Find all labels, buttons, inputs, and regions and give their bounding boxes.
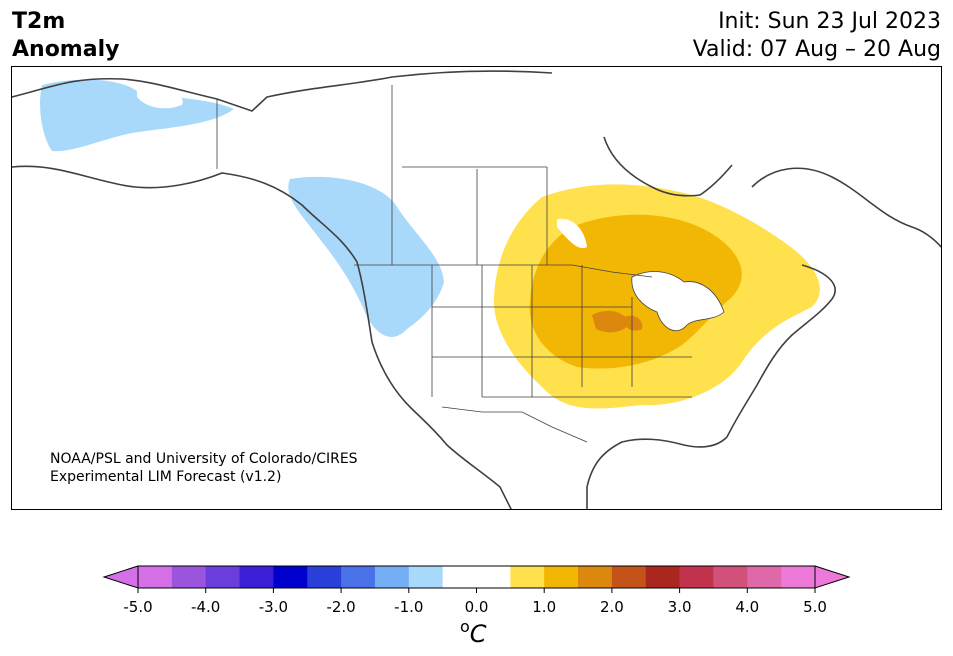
colorbar-min-extend <box>102 565 139 589</box>
atlantic-coast <box>726 264 836 438</box>
valid-period: Valid: 07 Aug – 20 Aug <box>692 37 941 62</box>
colorbar-tick-label: 0.0 <box>465 598 489 616</box>
colorbar-tick-label: -1.0 <box>394 598 423 616</box>
colorbar-tick-label: 1.0 <box>532 598 556 616</box>
colorbar-tick-label: -5.0 <box>123 598 152 616</box>
init-date: Init: Sun 23 Jul 2023 <box>718 9 941 34</box>
colorbar-bin <box>442 566 477 588</box>
manitoba-lake-hole <box>557 218 587 249</box>
us-canada-border <box>354 264 653 278</box>
colorbar-bin <box>544 566 579 588</box>
great-lakes-hole <box>631 271 724 331</box>
colorbar-unit-label: oC <box>460 617 487 648</box>
colorbar-tick-label: -2.0 <box>326 598 355 616</box>
state-borders <box>431 265 692 398</box>
forecast-dates: Init: Sun 23 Jul 2023 Valid: 07 Aug – 20… <box>693 8 941 64</box>
colorbar-bin <box>747 566 782 588</box>
central-warm-anomaly-peak-2 <box>624 315 643 331</box>
central-warm-anomaly-peak <box>592 310 630 333</box>
variable-title: T2m Anomaly <box>12 8 119 64</box>
alaska-coast <box>12 70 553 112</box>
colorbar-bin <box>239 566 274 588</box>
colorbar-tick-label: -3.0 <box>259 598 288 616</box>
variable-name: T2m <box>12 9 66 34</box>
colorbar-tick-label: 4.0 <box>735 598 759 616</box>
anomaly-fill-layer <box>40 79 820 409</box>
colorbar-tick-label: 2.0 <box>600 598 624 616</box>
coastline-layer <box>12 70 941 509</box>
alaska-neutral-hole <box>137 87 183 109</box>
colorbar-bin <box>476 566 511 588</box>
colorbar-bin <box>205 566 241 588</box>
credit-line-2: Experimental LIM Forecast (v1.2) <box>50 469 282 485</box>
pacific-coast <box>356 261 512 509</box>
colorbar-tick-label: 5.0 <box>803 598 827 616</box>
colorbar-bin <box>679 566 714 588</box>
colorbar-ticks: -5.0 -4.0 -3.0 -2.0 -1.0 0.0 1.0 2.0 3.0 4.0 5.0 <box>123 588 827 616</box>
colorbar-bin <box>171 566 207 588</box>
variable-description: Anomaly <box>12 37 120 62</box>
map-credit: NOAA/PSL and University of Colorado/CIRE… <box>50 450 358 486</box>
colorbar-bins <box>102 565 851 589</box>
colorbar-bin <box>578 566 613 588</box>
province-borders <box>391 85 548 265</box>
colorbar-bin <box>374 566 410 588</box>
pnw-cool-anomaly <box>288 176 444 338</box>
colorbar-tick-label: -4.0 <box>191 598 220 616</box>
credit-line-1: NOAA/PSL and University of Colorado/CIRE… <box>50 451 358 467</box>
labrador-coast <box>751 167 941 248</box>
great-lakes-outline <box>631 271 725 332</box>
colorbar-bin <box>713 566 748 588</box>
mexico-border <box>441 406 588 443</box>
anomaly-map: NOAA/PSL and University of Colorado/CIRE… <box>11 66 942 510</box>
alaska-peninsula-coast <box>12 165 358 263</box>
colorbar-bin <box>611 566 647 588</box>
colorbar-max-extend <box>814 565 851 589</box>
colorbar-bin <box>781 566 816 588</box>
gulf-coast <box>586 436 728 509</box>
degree-symbol: o <box>460 617 470 636</box>
border-layer <box>216 85 725 443</box>
colorbar-tick-label: 3.0 <box>668 598 692 616</box>
alaska-cool-anomaly <box>40 79 234 152</box>
colorbar-bin <box>408 566 444 588</box>
hudson-bay-coast <box>603 136 733 197</box>
colorbar-bin <box>645 566 681 588</box>
map-canvas <box>12 70 941 509</box>
colorbar-bin <box>341 566 376 588</box>
colorbar-bin <box>510 566 545 588</box>
colorbar-bin <box>307 566 342 588</box>
colorbar-bin <box>273 566 308 588</box>
celsius-letter: C <box>469 620 487 648</box>
colorbar-bin <box>138 566 173 588</box>
